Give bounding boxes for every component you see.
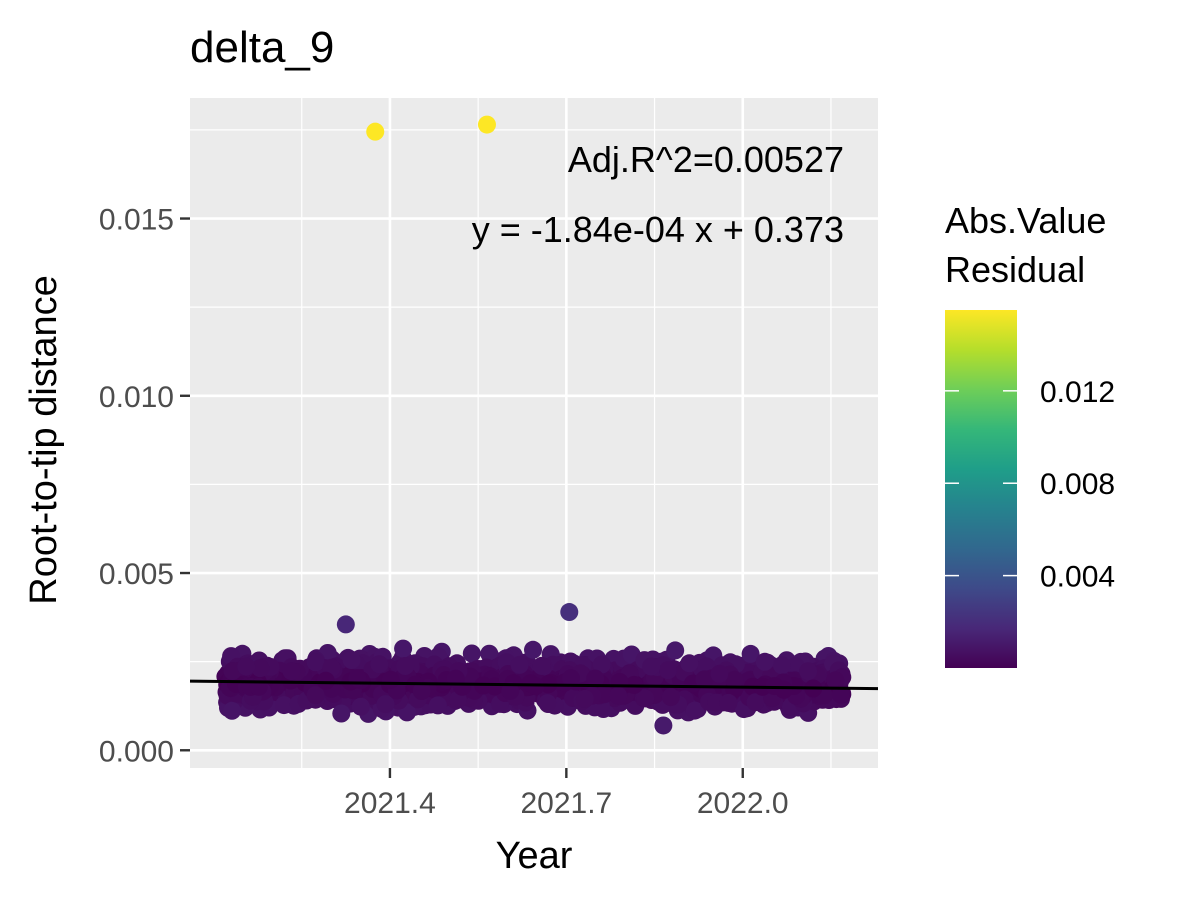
scatter-point xyxy=(659,661,677,680)
scatter-point xyxy=(642,657,661,676)
legend-title-line2: Residual xyxy=(945,249,1085,290)
regression-equation-annotation: y = -1.84e-04 x + 0.373 xyxy=(472,209,844,250)
scatter-point xyxy=(592,655,611,674)
scatter-point xyxy=(501,681,520,700)
scatter-point xyxy=(654,716,673,735)
color-legend: Abs.Value Residual 0.004 0.008 0.012 xyxy=(945,200,1115,668)
scatter-point xyxy=(831,685,850,704)
scatter-point xyxy=(376,695,395,714)
regression-line-layer xyxy=(189,679,879,691)
scatter-point xyxy=(342,651,361,669)
scatter-point xyxy=(560,603,579,622)
scatter-point xyxy=(394,639,413,658)
y-tick-label: 0.015 xyxy=(99,204,174,237)
x-axis-label: Year xyxy=(496,835,573,877)
scatter-point xyxy=(223,701,241,720)
scatter-point xyxy=(695,670,714,689)
colorbar-tick-label: 0.004 xyxy=(1040,561,1115,594)
x-tick-label: 2021.4 xyxy=(344,787,436,820)
scatter-point xyxy=(306,686,325,705)
colorbar-tick-label: 0.008 xyxy=(1040,468,1115,501)
scatter-point xyxy=(316,671,335,690)
scatter-point xyxy=(636,689,655,708)
scatter-point xyxy=(710,664,729,683)
scatter-point xyxy=(661,688,680,707)
scatter-point xyxy=(477,115,496,134)
scatter-point xyxy=(366,122,385,141)
scatter-point xyxy=(741,644,760,663)
scatter-point xyxy=(237,657,256,676)
data-points xyxy=(216,115,852,735)
legend-title-line1: Abs.Value xyxy=(945,200,1106,241)
scatter-point xyxy=(462,644,481,663)
y-axis: 0.000 0.005 0.010 0.015 xyxy=(99,204,190,768)
scatter-point xyxy=(799,662,818,681)
y-tick-label: 0.005 xyxy=(99,558,174,591)
scatter-point xyxy=(680,654,699,673)
scatter-point xyxy=(251,659,270,678)
scatter-point xyxy=(609,686,628,705)
y-axis-label: Root-to-tip distance xyxy=(23,275,65,605)
scatter-point xyxy=(755,652,774,671)
scatter-point xyxy=(532,656,551,675)
colorbar xyxy=(945,310,1017,668)
x-tick-label: 2022.0 xyxy=(697,787,789,820)
scatter-point xyxy=(275,696,293,715)
chart-title: delta_9 xyxy=(190,23,334,72)
scatter-point xyxy=(480,644,499,663)
scatter-point xyxy=(223,662,242,680)
colorbar-ticks: 0.004 0.008 0.012 xyxy=(945,376,1115,594)
x-axis: 2021.4 2021.7 2022.0 xyxy=(344,768,789,820)
scatter-point xyxy=(685,701,704,720)
scatter-point xyxy=(282,662,301,681)
scatter-point xyxy=(666,641,685,660)
scatter-point xyxy=(719,693,738,712)
scatter-point xyxy=(524,640,542,659)
regression-line xyxy=(189,679,879,691)
scatter-point xyxy=(336,615,355,634)
scatter-point xyxy=(412,682,431,700)
scatter-point xyxy=(746,693,765,712)
y-tick-label: 0.010 xyxy=(99,381,174,414)
scatter-point xyxy=(396,657,415,675)
colorbar-tick-label: 0.012 xyxy=(1040,376,1115,409)
scatter-point xyxy=(725,670,744,689)
scatter-point xyxy=(332,704,351,723)
scatter-point xyxy=(575,689,594,708)
x-tick-label: 2021.7 xyxy=(520,787,612,820)
adj-r2-annotation: Adj.R^2=0.00527 xyxy=(568,139,844,180)
scatter-point xyxy=(381,670,400,689)
scatter-point xyxy=(538,694,557,713)
scatter-point xyxy=(351,697,370,716)
y-tick-label: 0.000 xyxy=(99,735,174,768)
scatter-point xyxy=(562,669,580,688)
scatter-point xyxy=(772,656,791,675)
scatter-point xyxy=(370,655,389,674)
scatter-point xyxy=(428,696,447,715)
scatter-point xyxy=(510,655,529,674)
scatter-point xyxy=(586,669,605,688)
scatter-point xyxy=(306,653,325,672)
scatter-point xyxy=(826,671,845,690)
